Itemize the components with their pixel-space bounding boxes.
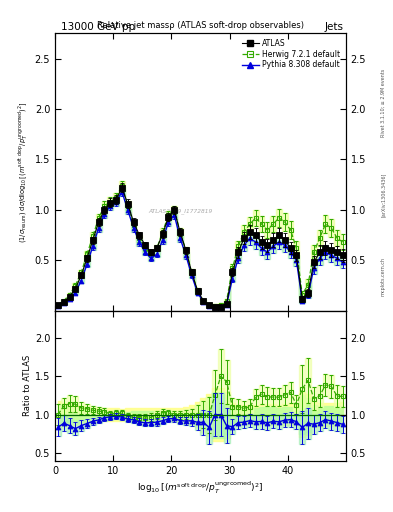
- Y-axis label: $(1/\sigma_\mathrm{resum})\ \mathrm{d}\sigma/\mathrm{d}\log_{10}[(m^\mathrm{soft: $(1/\sigma_\mathrm{resum})\ \mathrm{d}\s…: [17, 101, 31, 243]
- Text: [arXiv:1306.3436]: [arXiv:1306.3436]: [381, 173, 386, 217]
- Text: Jets: Jets: [325, 22, 344, 32]
- Title: Relative jet massρ (ATLAS soft-drop observables): Relative jet massρ (ATLAS soft-drop obse…: [97, 20, 304, 30]
- Text: ATLAS2019_I1772819: ATLAS2019_I1772819: [148, 208, 212, 214]
- Y-axis label: Ratio to ATLAS: Ratio to ATLAS: [23, 355, 32, 416]
- Text: Rivet 3.1.10; ≥ 2.9M events: Rivet 3.1.10; ≥ 2.9M events: [381, 68, 386, 137]
- X-axis label: $\log_{10}[(m^{\mathrm{soft\ drop}}/p_T^{\mathrm{ungroomed}})^2]$: $\log_{10}[(m^{\mathrm{soft\ drop}}/p_T^…: [137, 480, 264, 496]
- Text: mcplots.cern.ch: mcplots.cern.ch: [381, 257, 386, 296]
- Text: 13000 GeV pp: 13000 GeV pp: [61, 22, 135, 32]
- Legend: ATLAS, Herwig 7.2.1 default, Pythia 8.308 default: ATLAS, Herwig 7.2.1 default, Pythia 8.30…: [240, 37, 342, 71]
